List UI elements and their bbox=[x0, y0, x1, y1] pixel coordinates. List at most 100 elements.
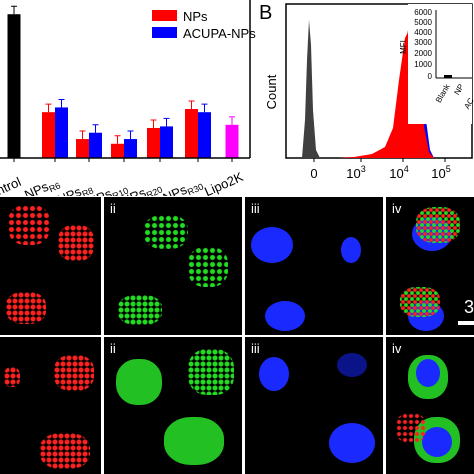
micrograph-label: iv bbox=[392, 201, 402, 216]
error-bar bbox=[58, 98, 65, 108]
inset-ytick-3000: 3000 bbox=[414, 38, 432, 47]
cell-cluster bbox=[40, 433, 90, 469]
inset-ytick-0: 0 bbox=[428, 72, 433, 81]
cell-cluster bbox=[6, 292, 46, 324]
nucleus bbox=[341, 237, 361, 263]
legend-label-nps: NPs bbox=[183, 9, 208, 24]
inset-ylabel-mfi: MFI bbox=[399, 40, 408, 54]
nucleus bbox=[265, 301, 305, 331]
x-tick-label-main: NPs bbox=[22, 179, 51, 196]
micrograph-label: iv bbox=[392, 341, 402, 356]
cell-cluster bbox=[4, 367, 20, 387]
x-tick-label-sub: R10 bbox=[111, 185, 130, 196]
bar-acupa-nps-nrsr20 bbox=[160, 126, 173, 158]
svg-text:NRsR20: NRsR20 bbox=[119, 178, 164, 196]
cell-cluster bbox=[58, 225, 94, 261]
bar-layer bbox=[7, 5, 239, 158]
nucleus bbox=[251, 227, 293, 263]
x-tick-label-npsr30: NPsR30 bbox=[161, 175, 205, 196]
inset-mfi-chart: MFI 6000 5000 4000 3000 2000 1000 0 Blan… bbox=[399, 4, 474, 124]
tick-base: 10 bbox=[389, 166, 403, 181]
y-axis-label-count: Count bbox=[264, 74, 279, 109]
x-tick-label-sub: R6 bbox=[47, 180, 62, 194]
scale-bar-label: 3 bbox=[463, 297, 474, 317]
nucleus bbox=[259, 357, 289, 391]
micrograph-row2-blue: iii bbox=[245, 337, 383, 474]
x-tick-label-lipo2k: Lipo2K bbox=[202, 169, 245, 196]
bar-lipo2k bbox=[225, 124, 239, 158]
bar-nps-npsr10 bbox=[111, 143, 124, 158]
x-tick-label-sub: R30 bbox=[186, 181, 205, 196]
inset-ytick-5000: 5000 bbox=[414, 18, 432, 27]
bar-nps-nrsr20 bbox=[147, 127, 160, 158]
histogram-blank bbox=[302, 20, 320, 158]
micrograph-label: ii bbox=[110, 201, 116, 216]
x-tick-label-sub: R20 bbox=[145, 184, 164, 196]
nucleus bbox=[337, 353, 367, 377]
inset-background bbox=[408, 4, 472, 124]
x-tick-label-sub: R8 bbox=[80, 185, 95, 196]
micrograph-row1-green: ii bbox=[104, 197, 242, 335]
micrograph-label: iii bbox=[251, 341, 260, 356]
legend-swatch-acupa-nps bbox=[152, 27, 177, 38]
bar-nps-npsr8 bbox=[76, 139, 89, 158]
x-tick-label-1e5: 105 bbox=[431, 164, 450, 181]
x-tick-marks bbox=[313, 158, 446, 162]
error-bar bbox=[188, 100, 195, 110]
tick-base: 10 bbox=[346, 166, 360, 181]
legend-swatch-nps bbox=[152, 10, 177, 21]
cell-cluster bbox=[188, 349, 234, 395]
micrograph-label: iii bbox=[251, 201, 260, 216]
tick-exponent: 4 bbox=[404, 164, 409, 174]
cell-cluster bbox=[8, 205, 50, 245]
bar-chart: NPs ACUPA-NPs ntrol NPsR6 NPsR8 NPsR10 N… bbox=[0, 0, 256, 196]
micrograph-label: ii bbox=[110, 341, 116, 356]
error-bar bbox=[201, 103, 208, 113]
tick-base: 10 bbox=[431, 166, 445, 181]
cell-cluster bbox=[396, 413, 426, 443]
x-tick-label-nrsr20: NRsR20 bbox=[119, 178, 164, 196]
x-tick-label-0: 0 bbox=[310, 166, 317, 181]
error-bar bbox=[150, 119, 157, 128]
micrograph-row2-red bbox=[0, 337, 101, 474]
inset-ytick-4000: 4000 bbox=[414, 28, 432, 37]
x-tick-label-npsr10: NPsR10 bbox=[86, 179, 130, 196]
micrograph-row1-merge: iv 3 bbox=[386, 197, 474, 335]
bar-nps-npsr30 bbox=[185, 109, 198, 158]
error-bar bbox=[127, 130, 134, 140]
bar-acupa-nps-npsr30 bbox=[198, 112, 211, 158]
nucleus bbox=[422, 427, 452, 457]
bar-acupa-nps-npsr6 bbox=[55, 107, 68, 158]
nucleus bbox=[416, 359, 440, 387]
legend-label-acupa-nps: ACUPA-NPs bbox=[183, 26, 256, 41]
tick-exponent: 5 bbox=[446, 164, 451, 174]
inset-ytick-1000: 1000 bbox=[414, 60, 432, 69]
micrograph-row1-blue: iii bbox=[245, 197, 383, 335]
cell-cluster bbox=[188, 247, 228, 287]
x-tick-label-main: NPs bbox=[86, 186, 115, 196]
nucleus bbox=[329, 423, 375, 463]
inset-ytick-2000: 2000 bbox=[414, 49, 432, 58]
x-tick-label-control: ntrol bbox=[0, 174, 23, 196]
x-tick-marks bbox=[13, 158, 233, 162]
tick-exponent: 3 bbox=[361, 164, 366, 174]
x-tick-label-1e3: 103 bbox=[346, 164, 365, 181]
cell-cluster bbox=[400, 287, 440, 317]
error-bar bbox=[79, 130, 86, 140]
inset-ytick-6000: 6000 bbox=[414, 8, 432, 17]
error-bar bbox=[114, 135, 121, 144]
svg-text:NPsR10: NPsR10 bbox=[86, 179, 130, 196]
inset-bar-blank bbox=[444, 75, 452, 78]
bar-acupa-nps-npsr10 bbox=[124, 139, 137, 158]
bar-nps-npsr6 bbox=[42, 112, 55, 158]
inset-xtick-ac: AC bbox=[462, 96, 474, 110]
cell-cluster bbox=[164, 417, 224, 465]
x-tick-label-1e4: 104 bbox=[389, 164, 408, 181]
error-bar bbox=[229, 116, 235, 125]
scale-bar bbox=[458, 321, 474, 325]
svg-text:NPsR30: NPsR30 bbox=[161, 175, 205, 196]
legend: NPs ACUPA-NPs bbox=[152, 9, 256, 41]
panel-label-b: B bbox=[259, 2, 273, 24]
micrograph-row2-green: ii bbox=[104, 337, 242, 474]
cell-cluster bbox=[118, 295, 162, 325]
